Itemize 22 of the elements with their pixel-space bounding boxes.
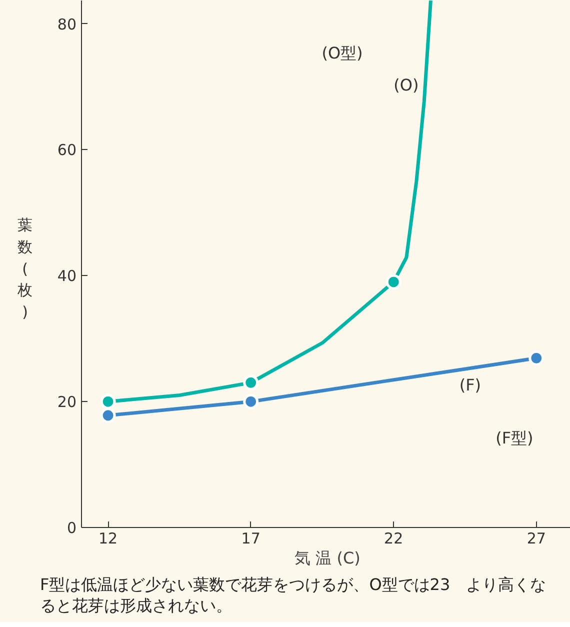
x-axis-title: 気 温 (C): [294, 548, 360, 568]
y-tick-label: 60: [57, 141, 77, 160]
point: [243, 394, 259, 410]
point: [100, 394, 116, 410]
annotation: (O型): [322, 44, 363, 63]
annotation: (F): [459, 376, 482, 395]
y-tick-label: 0: [66, 519, 77, 537]
point: [528, 350, 544, 366]
x-tick-label: 12: [98, 530, 118, 548]
y-tick-label: 80: [57, 15, 77, 34]
x-tick-label: 17: [241, 530, 260, 548]
point: [386, 274, 402, 290]
annotation: (F型): [496, 428, 534, 448]
x-tick-label: 27: [526, 530, 546, 548]
point: [243, 374, 259, 390]
y-tick-label: 20: [57, 393, 77, 412]
point: [100, 408, 116, 424]
text: F型は低温ほど少ない葉数で花芽をつけるが、O型では23 より高くなると花芽は形成されない。: [40, 575, 548, 617]
annotation: (O): [394, 75, 419, 94]
y-tick-label: 40: [57, 267, 77, 286]
x-tick-label: 22: [384, 530, 404, 548]
y-axis-title: 葉数(枚): [18, 215, 32, 323]
